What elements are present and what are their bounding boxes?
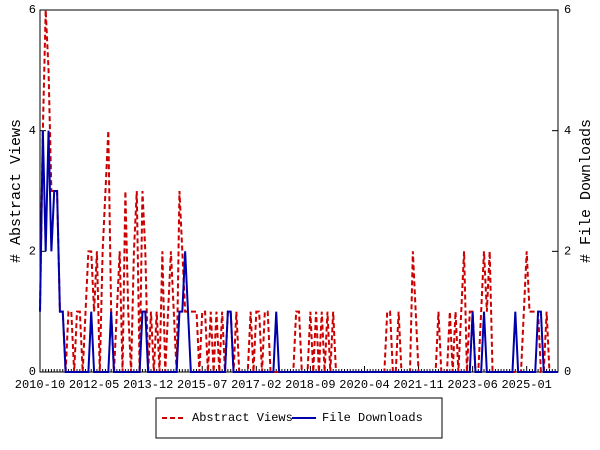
- x-tick-label: 2017-02: [231, 378, 281, 392]
- x-tick-label: 2013-12: [123, 378, 173, 392]
- x-tick-label: 2025-01: [501, 378, 551, 392]
- x-tick-label: 2010-10: [15, 378, 65, 392]
- y2-tick-label: 4: [564, 124, 571, 138]
- y-tick-label: 4: [29, 124, 36, 138]
- x-tick-label: 2018-09: [285, 378, 335, 392]
- x-tick-label: 2012-05: [69, 378, 119, 392]
- legend-label: Abstract Views: [192, 411, 293, 425]
- series-line: [39, 130, 558, 373]
- y2-tick-label: 6: [564, 3, 571, 17]
- x-tick-label: 2020-04: [339, 378, 389, 392]
- y-tick-label: 6: [29, 3, 36, 17]
- y-axis-label: # Abstract Views: [8, 119, 25, 263]
- x-tick-label: 2015-07: [177, 378, 227, 392]
- y2-axis-label: # File Downloads: [578, 119, 595, 263]
- legend: [155, 397, 443, 439]
- y2-tick-label: 0: [564, 365, 571, 379]
- y-tick-label: 0: [29, 365, 36, 379]
- series-line: [39, 9, 558, 373]
- x-tick-label: 2023-06: [447, 378, 497, 392]
- legend-label: File Downloads: [322, 411, 423, 425]
- y-tick-label: 2: [29, 245, 36, 259]
- y2-tick-label: 2: [564, 245, 571, 259]
- x-tick-label: 2021-11: [393, 378, 443, 392]
